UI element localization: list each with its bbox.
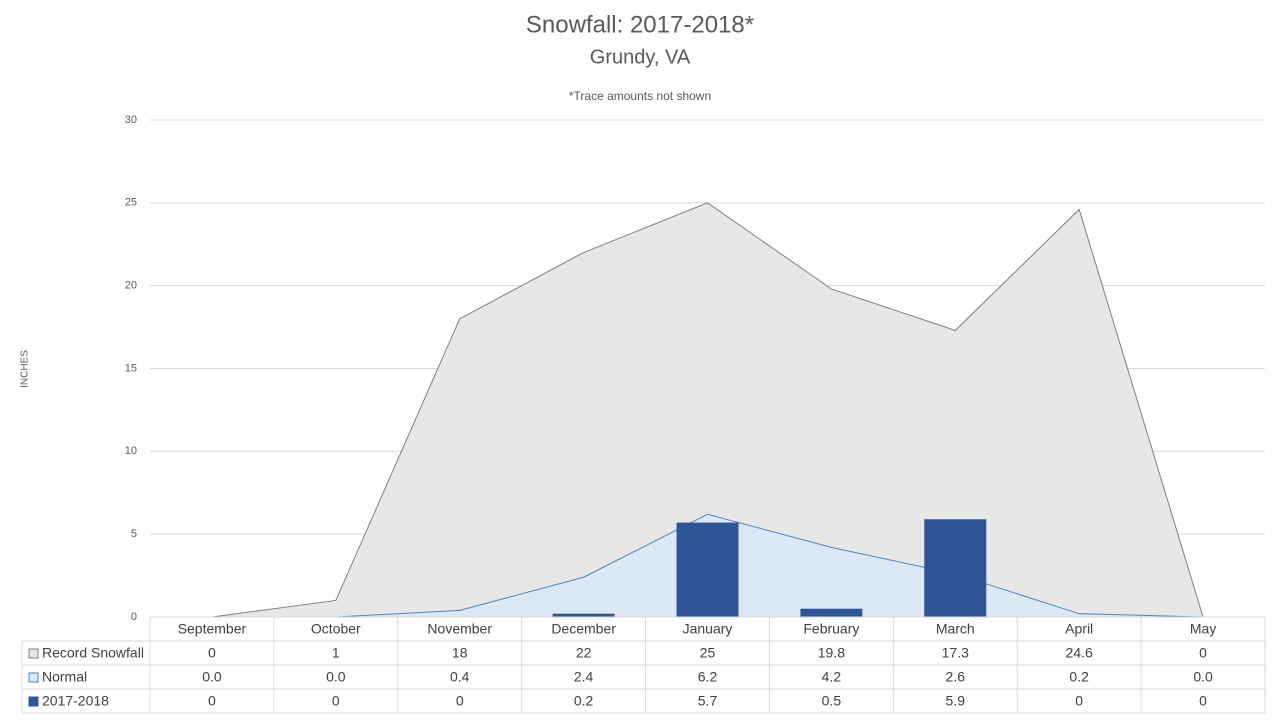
table-value: 0.2 — [1069, 669, 1089, 685]
y-tick-label: 25 — [125, 197, 137, 209]
table-value: 0 — [332, 693, 340, 709]
y-tick-label: 5 — [131, 528, 137, 540]
table-value: 0.2 — [574, 693, 594, 709]
y-tick-label: 20 — [125, 280, 137, 292]
x-tick-label: November — [427, 621, 492, 637]
chart-subtitle: Grundy, VA — [590, 46, 691, 68]
table-value: 0.4 — [450, 669, 470, 685]
legend-swatch — [28, 696, 39, 707]
x-tick-label: March — [936, 621, 975, 637]
x-tick-label: April — [1065, 621, 1093, 637]
area-line — [211, 202, 1204, 618]
y-tick-label: 30 — [125, 114, 137, 126]
legend-label: 2017-2018 — [42, 693, 109, 709]
bar — [676, 522, 739, 617]
x-tick-label: October — [311, 621, 361, 637]
y-axis-label: INCHES — [20, 350, 31, 388]
x-tick-label: February — [803, 621, 859, 637]
x-tick-label: December — [551, 621, 616, 637]
y-tick-label: 15 — [125, 362, 137, 374]
x-tick-label: January — [683, 621, 733, 637]
x-tick-label: September — [178, 621, 247, 637]
x-tick-label: May — [1190, 621, 1216, 637]
bar — [552, 613, 615, 617]
table-value: 0.0 — [1193, 669, 1213, 685]
legend-swatch — [28, 648, 39, 659]
table-value: 4.2 — [822, 669, 842, 685]
annotation: *Trace amounts not shown — [569, 89, 711, 103]
table-value: 0 — [208, 693, 216, 709]
table-value: 24.6 — [1066, 645, 1093, 661]
bar — [800, 608, 863, 617]
table-value: 2.4 — [574, 669, 594, 685]
table-value: 18 — [452, 645, 468, 661]
table-value: 0.0 — [326, 669, 346, 685]
bar — [924, 519, 987, 617]
area-line — [211, 513, 1204, 618]
y-tick-label: 0 — [131, 611, 137, 623]
table-value: 0.5 — [822, 693, 842, 709]
chart-title: Snowfall: 2017-2018* — [526, 11, 754, 38]
legend-label: Record Snowfall — [42, 645, 144, 661]
table-value: 0 — [1199, 693, 1207, 709]
area-fill — [211, 202, 1204, 618]
table-value: 1 — [332, 645, 340, 661]
table-value: 0 — [1199, 645, 1207, 661]
legend-label: Normal — [42, 669, 87, 685]
table-value: 0 — [208, 645, 216, 661]
table-value: 2.6 — [946, 669, 966, 685]
table-value: 0 — [1075, 693, 1083, 709]
table-value: 0 — [456, 693, 464, 709]
legend-swatch — [28, 672, 39, 683]
table-value: 5.7 — [698, 693, 718, 709]
y-tick-label: 10 — [125, 445, 137, 457]
table-value: 19.8 — [818, 645, 845, 661]
table-value: 17.3 — [942, 645, 969, 661]
table-value: 25 — [700, 645, 716, 661]
table-value: 6.2 — [698, 669, 718, 685]
table-value: 5.9 — [946, 693, 966, 709]
table-value: 0.0 — [202, 669, 222, 685]
table-value: 22 — [576, 645, 592, 661]
